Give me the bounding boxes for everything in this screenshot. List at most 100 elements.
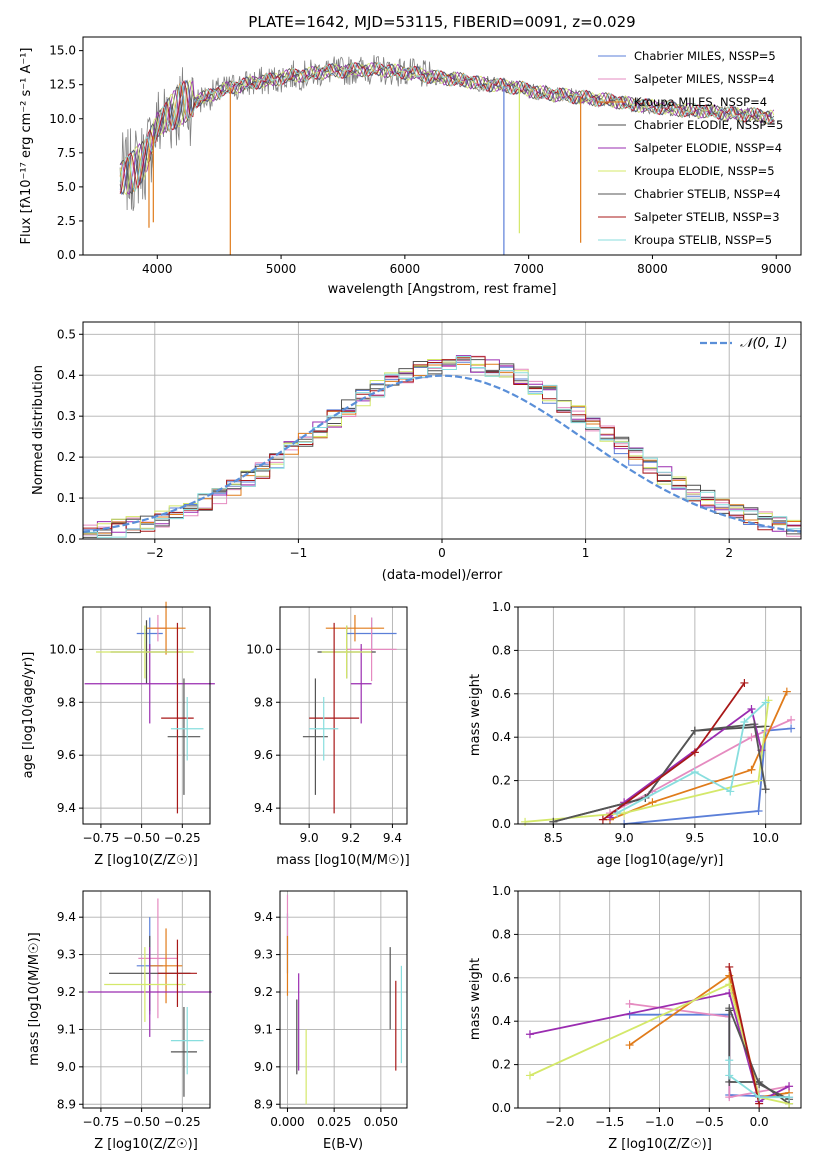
mass-vs-ebv-ytick-label-4: 9.3 bbox=[254, 948, 273, 962]
legend-label-3: Chabrier ELODIE, NSSP=5 bbox=[634, 118, 783, 132]
age-vs-Z-xtick-label-0: −0.75 bbox=[83, 831, 120, 845]
weight-vs-Z-marker-1-2 bbox=[725, 1093, 734, 1102]
weight-vs-Z-xtick-label-3: −0.5 bbox=[695, 1115, 724, 1129]
weight-vs-age-marker-6-4 bbox=[761, 785, 770, 794]
weight-vs-Z-series-line-5 bbox=[529, 983, 790, 1105]
residuals-xtick-label-2: 0 bbox=[438, 546, 446, 560]
spectrum-panel: PLATE=1642, MJD=53115, FIBERID=0091, z=0… bbox=[19, 13, 802, 297]
spectrum-ytick-label-3: 7.5 bbox=[57, 146, 76, 160]
residuals-xtick-label-1: −1 bbox=[290, 546, 308, 560]
weight-vs-age-ytick-label-4: 0.8 bbox=[492, 643, 511, 657]
residuals-xtick-label-0: −2 bbox=[146, 546, 164, 560]
legend-label-2: Kroupa MILES, NSSP=4 bbox=[634, 95, 767, 109]
weight-vs-Z-ylabel: mass weight bbox=[468, 958, 483, 1040]
mass-vs-Z-ytick-label-0: 8.9 bbox=[57, 1097, 76, 1111]
weight-vs-age-xtick-label-2: 9.5 bbox=[685, 831, 704, 845]
spectrum-ytick-label-0: 0.0 bbox=[57, 248, 76, 262]
spectrum-xtick-label-1: 5000 bbox=[266, 262, 297, 276]
mass-vs-ebv-xlabel: E(B-V) bbox=[323, 1137, 363, 1152]
spectrum-ytick-label-6: 15.0 bbox=[49, 44, 76, 58]
weight-vs-Z-ytick-label-5: 1.0 bbox=[492, 884, 511, 898]
weight-vs-age-ylabel: mass weight bbox=[468, 674, 483, 756]
age-vs-mass-xlabel: mass [log10(M/M☉)] bbox=[276, 853, 409, 868]
mass-vs-ebv-ytick-label-0: 8.9 bbox=[254, 1097, 273, 1111]
normal-curve bbox=[82, 374, 802, 533]
legend-label-5: Kroupa ELODIE, NSSP=5 bbox=[634, 164, 775, 178]
age-vs-Z-panel: −0.75 −0.50 −0.25 9.4 9.6 9.8 10.0 Z [log10(Z/… bbox=[21, 601, 215, 868]
weight-vs-age-marker-2-3 bbox=[782, 687, 791, 696]
weight-vs-age-marker-6-2 bbox=[690, 726, 699, 735]
mass-vs-Z-ytick-label-5: 9.4 bbox=[57, 910, 76, 924]
spectrum-xtick-label-4: 8000 bbox=[637, 262, 668, 276]
weight-vs-age-marker-5-0 bbox=[521, 817, 530, 826]
residuals-ytick-label-3: 0.3 bbox=[57, 409, 76, 423]
weight-vs-age-series-line-5 bbox=[525, 700, 770, 823]
spectrum-ylabel: Flux [fλ10⁻¹⁷ erg cm⁻² s⁻¹ A⁻¹] bbox=[19, 48, 34, 245]
weight-vs-Z-marker-2-0 bbox=[625, 1041, 634, 1050]
spectrum-axes-frame bbox=[82, 36, 802, 256]
weight-vs-Z-series-line-3 bbox=[728, 1010, 790, 1105]
weight-vs-age-marker-8-4 bbox=[761, 698, 770, 707]
weight-vs-Z-marker-8-1 bbox=[725, 1071, 734, 1080]
weight-vs-age-marker-0-1 bbox=[754, 806, 763, 815]
age-vs-Z-xtick-label-2: −0.25 bbox=[164, 831, 201, 845]
weight-vs-Z-marker-6-1 bbox=[755, 1080, 764, 1089]
weight-vs-age-marker-0-3 bbox=[787, 724, 796, 733]
weight-vs-Z-xlabel: Z [log10(Z/Z☉)] bbox=[608, 1137, 712, 1152]
weight-vs-Z-series-line-7 bbox=[728, 966, 760, 1104]
residuals-xlabel: (data-model)/error bbox=[382, 568, 503, 583]
mass-vs-Z-xlabel: Z [log10(Z/Z☉)] bbox=[94, 1137, 198, 1152]
weight-vs-Z-marker-8-0 bbox=[725, 1056, 734, 1065]
spectrum-xlabel: wavelength [Angstrom, rest frame] bbox=[328, 282, 557, 297]
legend-label-7: Salpeter STELIB, NSSP=3 bbox=[634, 210, 780, 224]
weight-vs-age-marker-8-1 bbox=[690, 767, 699, 776]
weight-vs-age-axes-frame bbox=[517, 606, 802, 825]
weight-vs-age-marker-4-2 bbox=[747, 704, 756, 713]
age-vs-mass-xtick-label-0: 9.0 bbox=[300, 831, 319, 845]
residuals-ytick-label-4: 0.4 bbox=[57, 368, 76, 382]
weight-vs-age-marker-5-2 bbox=[754, 776, 763, 785]
mass-vs-Z-panel: −0.75 −0.50 −0.25 8.9 9.0 9.1 9.2 9.3 9.4 Z [log… bbox=[27, 890, 212, 1152]
spectrum-legend: Chabrier MILES, NSSP=5 Salpeter MILES, NS… bbox=[598, 49, 783, 247]
weight-vs-Z-marker-8-3 bbox=[785, 1093, 794, 1102]
mass-vs-Z-ytick-label-2: 9.1 bbox=[57, 1022, 76, 1036]
model-spectrum-line-8 bbox=[119, 62, 775, 193]
weight-vs-Z-xtick-label-2: −1.0 bbox=[645, 1115, 674, 1129]
mass-vs-Z-xtick-label-2: −0.25 bbox=[164, 1115, 201, 1129]
mass-vs-ebv-ytick-label-5: 9.4 bbox=[254, 910, 273, 924]
model-spectrum-line-3 bbox=[119, 62, 775, 195]
mass-vs-Z-axes-frame bbox=[82, 890, 211, 1109]
weight-vs-Z-marker-8-2 bbox=[755, 1093, 764, 1102]
mass-vs-ebv-panel: 0.000 0.025 0.050 8.9 9.0 9.1 9.2 9.3 9.4 E(B-V) bbox=[254, 890, 408, 1152]
weight-vs-age-xlabel: age [log10(age/yr)] bbox=[597, 853, 724, 868]
spectrum-xtick-label-2: 6000 bbox=[390, 262, 421, 276]
weight-vs-age-marker-1-3 bbox=[787, 715, 796, 724]
spectrum-ytick-label-5: 12.5 bbox=[49, 78, 76, 92]
mass-vs-ebv-xtick-label-0: 0.000 bbox=[270, 1115, 304, 1129]
mass-vs-Z-ylabel: mass [log10(M/M☉)] bbox=[27, 932, 42, 1065]
mass-vs-ebv-xtick-label-1: 0.025 bbox=[317, 1115, 351, 1129]
mass-vs-Z-ytick-label-3: 9.2 bbox=[57, 985, 76, 999]
spectrum-ytick-label-2: 5.0 bbox=[57, 180, 76, 194]
weight-vs-Z-ytick-label-4: 0.8 bbox=[492, 927, 511, 941]
age-vs-mass-xtick-label-2: 9.4 bbox=[383, 831, 402, 845]
residuals-ylabel: Normed distribution bbox=[31, 365, 46, 495]
weight-vs-age-marker-7-1 bbox=[690, 748, 699, 757]
weight-vs-age-marker-6-3 bbox=[750, 720, 759, 729]
age-vs-Z-ytick-label-1: 9.6 bbox=[57, 748, 76, 762]
mass-vs-ebv-ytick-label-1: 9.0 bbox=[254, 1060, 273, 1074]
weight-vs-Z-panel: −2.0 −1.5 −1.0 −0.5 0.0 0.0 0.2 0.4 0.6 0.8 1.0 Z … bbox=[468, 884, 802, 1152]
legend-label-0: Chabrier MILES, NSSP=5 bbox=[634, 49, 776, 63]
mass-vs-ebv-ytick-label-2: 9.1 bbox=[254, 1022, 273, 1036]
mass-vs-Z-ytick-label-1: 9.0 bbox=[57, 1060, 76, 1074]
weight-vs-Z-marker-1-0 bbox=[625, 999, 634, 1008]
weight-vs-age-marker-5-1 bbox=[620, 809, 629, 818]
spectrum-xtick-label-5: 9000 bbox=[761, 262, 792, 276]
spectrum-xtick-label-0: 4000 bbox=[142, 262, 173, 276]
age-vs-Z-axes-frame bbox=[82, 606, 211, 825]
weight-vs-Z-marker-4-3 bbox=[785, 1082, 794, 1091]
weight-vs-Z-marker-5-1 bbox=[725, 980, 734, 989]
weight-vs-age-marker-8-0 bbox=[613, 809, 622, 818]
mass-vs-Z-xtick-label-0: −0.75 bbox=[83, 1115, 120, 1129]
